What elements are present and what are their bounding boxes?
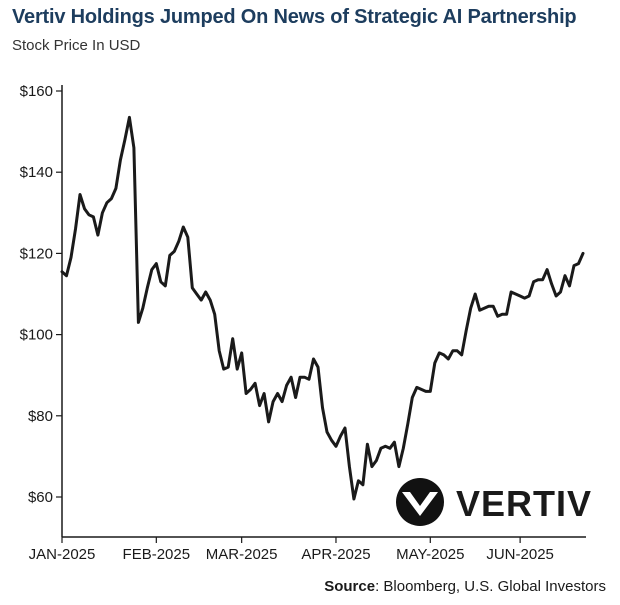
chart-subtitle: Stock Price In USD <box>12 37 141 54</box>
source-note: Source: Bloomberg, U.S. Global Investors <box>324 578 606 595</box>
y-tick-label: $120 <box>20 245 53 262</box>
series-layer <box>60 115 585 501</box>
x-tick-label: JAN-2025 <box>29 546 96 563</box>
y-tick-label: $160 <box>20 83 53 100</box>
trademark-symbol: ™ <box>575 509 583 518</box>
vertiv-wordmark: VERTIV <box>456 483 592 524</box>
y-tick-label: $140 <box>20 164 53 181</box>
vertiv-chevron-icon <box>396 478 444 526</box>
source-label: Source <box>324 578 376 595</box>
ticks: $60 $80 $100 $120 $140 $160 JAN-2025 FEB-2025 MA… <box>20 83 554 563</box>
stock-price-line <box>60 115 585 501</box>
y-tick-label: $100 <box>20 327 53 344</box>
vertiv-logo: VERTIV ™ <box>396 478 592 526</box>
x-tick-label: FEB-2025 <box>123 546 191 563</box>
source-text: : Bloomberg, U.S. Global Investors <box>375 578 606 595</box>
axes <box>61 85 586 538</box>
x-tick-label: APR-2025 <box>301 546 370 563</box>
y-tick-label: $80 <box>28 408 53 425</box>
x-tick-label: MAR-2025 <box>206 546 278 563</box>
x-tick-label: MAY-2025 <box>396 546 464 563</box>
x-tick-label: JUN-2025 <box>486 546 554 563</box>
chart-title: Vertiv Holdings Jumped On News of Strate… <box>12 6 577 28</box>
y-tick-label: $60 <box>28 489 53 506</box>
